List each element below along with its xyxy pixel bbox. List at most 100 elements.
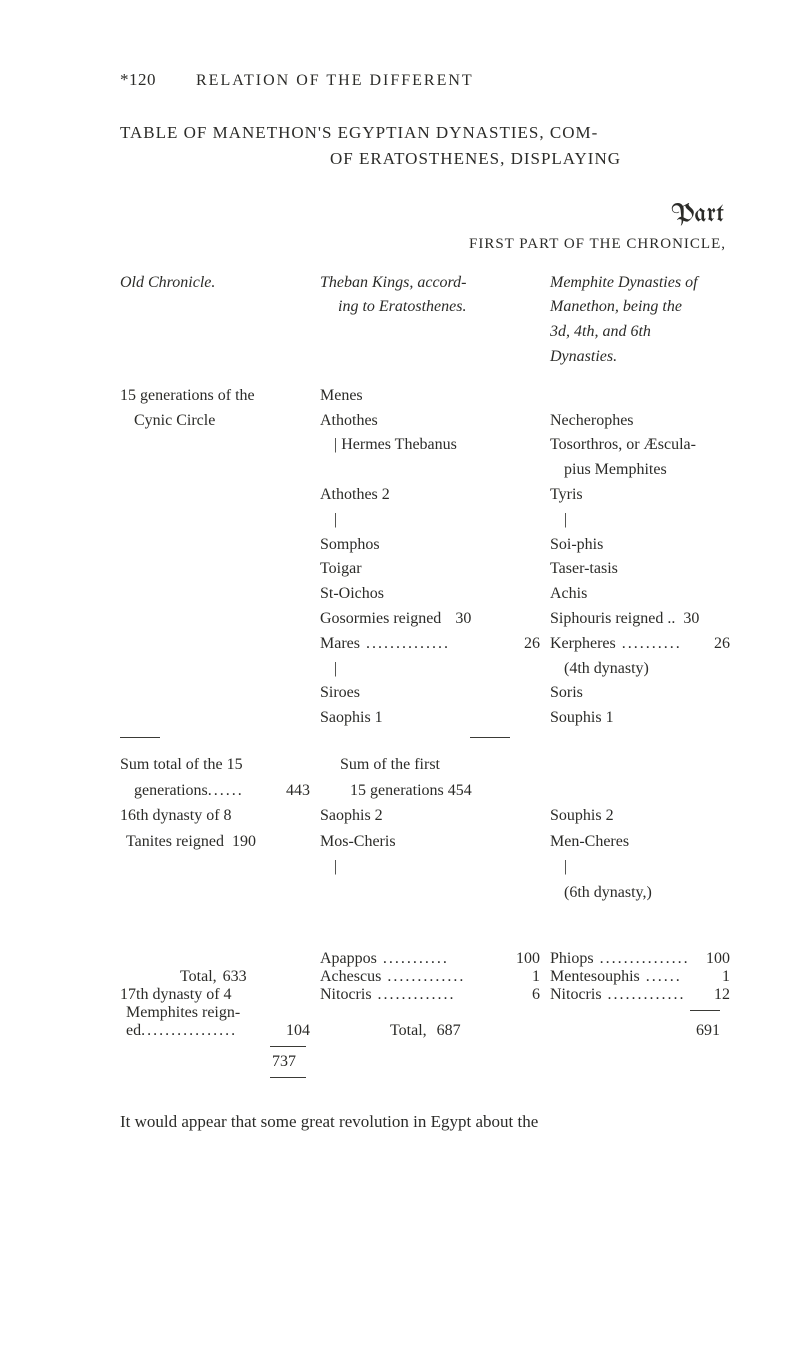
right-mentes-label: Mentesouphis bbox=[550, 968, 640, 986]
mid-menes: Menes bbox=[320, 384, 540, 409]
mid-pipe-3: | bbox=[320, 854, 540, 880]
mid-saophis-1: Saophis 1 bbox=[320, 706, 540, 731]
rule-737-top bbox=[270, 1046, 306, 1047]
mid-total-n: 687 bbox=[431, 1022, 461, 1039]
mid-gosormies-n: 30 bbox=[441, 607, 471, 632]
mid-pipe-2: | bbox=[320, 657, 540, 682]
mid-nitocris: Nitocris ............. 6 bbox=[320, 986, 540, 1004]
mid-achescus-n: 1 bbox=[528, 968, 540, 986]
left-tanites-n: 190 bbox=[224, 829, 256, 855]
right-achis: Achis bbox=[550, 582, 730, 607]
sum-block: Sum total of the 15 Sum of the first gen… bbox=[120, 752, 730, 906]
bottom-paragraph: It would appear that some great revoluti… bbox=[120, 1112, 730, 1132]
right-souphis-2: Souphis 2 bbox=[550, 803, 730, 829]
first-part-heading: FIRST PART OF THE CHRONICLE, bbox=[120, 236, 730, 253]
right-nitocris-label: Nitocris bbox=[550, 986, 602, 1004]
n737-block: 737 bbox=[120, 1046, 310, 1078]
left-ed-n: 104 bbox=[282, 1022, 310, 1040]
right-siphouris-label: Siphouris reigned .. bbox=[550, 607, 675, 632]
right-pipe-3: | bbox=[550, 854, 730, 880]
right-phiops: Phiops ............... 100 bbox=[550, 950, 730, 968]
title-line-2: OF ERATOSTHENES, DISPLAYING bbox=[120, 146, 730, 172]
right-total-n: 691 bbox=[550, 1022, 730, 1040]
left-total-label: Total, bbox=[120, 968, 217, 986]
part-heading: Part bbox=[120, 201, 730, 228]
right-phiops-n: 100 bbox=[702, 950, 730, 968]
right-kerpheres-n: 26 bbox=[710, 632, 730, 657]
right-kerpheres-label: Kerpheres bbox=[550, 632, 616, 657]
lower-block: Apappos ........... 100 Phiops .........… bbox=[120, 950, 730, 1040]
left-tanites-label: Tanites reigned bbox=[120, 829, 224, 855]
right-4th-dynasty: (4th dynasty) bbox=[550, 657, 730, 682]
mid-mares: Mares .............. 26 bbox=[320, 632, 540, 657]
column-headings: Old Chronicle. Theban Kings, accord- Mem… bbox=[120, 271, 730, 370]
left-total-n: 633 bbox=[217, 968, 247, 986]
mid-hermes: | Hermes Thebanus bbox=[320, 433, 540, 458]
left-total-633: Total, 633 bbox=[120, 968, 310, 986]
mid-apappos-n: 100 bbox=[512, 950, 540, 968]
mid-athothes-2: Athothes 2 bbox=[320, 483, 540, 508]
mid-mares-label: Mares bbox=[320, 632, 360, 657]
right-siphouris: Siphouris reigned .. 30 bbox=[550, 607, 730, 632]
right-tosorthros-1: Tosorthros, or Æscula- bbox=[550, 433, 730, 458]
rule-right-sum bbox=[690, 1010, 720, 1011]
mid-total-label: Total, bbox=[390, 1022, 427, 1039]
mid-gosormies: Gosormies reigned 30 bbox=[320, 607, 540, 632]
running-head: RELATION OF THE DIFFERENT bbox=[196, 72, 474, 90]
right-nitocris-n: 12 bbox=[710, 986, 730, 1004]
mid-sum-1: Sum of the first bbox=[320, 752, 540, 778]
mid-apappos-label: Apappos bbox=[320, 950, 377, 968]
rule-left-1 bbox=[120, 737, 160, 738]
left-16th: 16th dynasty of 8 bbox=[120, 803, 310, 829]
left-sum-2: generations ...... 443 bbox=[120, 778, 310, 804]
mid-nitocris-label: Nitocris bbox=[320, 986, 372, 1004]
mid-achescus: Achescus ............. 1 bbox=[320, 968, 540, 986]
left-ed: ed ................ 104 bbox=[120, 1022, 310, 1040]
right-mentesouphis: Mentesouphis ...... 1 bbox=[550, 968, 730, 986]
mid-athothes: Athothes bbox=[320, 409, 540, 434]
mid-saophis-2: Saophis 2 bbox=[320, 803, 540, 829]
col-head-mid-1: Theban Kings, accord- bbox=[320, 271, 540, 296]
right-6th-dynasty: (6th dynasty,) bbox=[550, 880, 730, 906]
title-block: TABLE OF MANETHON'S EGYPTIAN DYNASTIES, … bbox=[120, 120, 730, 173]
left-ed-label: ed bbox=[120, 1022, 141, 1040]
right-soris: Soris bbox=[550, 681, 730, 706]
right-necherophes: Necherophes bbox=[550, 409, 730, 434]
right-tyris: Tyris bbox=[550, 483, 730, 508]
left-gen-15a: 15 generations of the bbox=[120, 384, 310, 409]
left-sum-2-label: generations bbox=[120, 778, 208, 804]
right-kerpheres: Kerpheres .......... 26 bbox=[550, 632, 730, 657]
col-head-right-3: 3d, 4th, and 6th bbox=[550, 320, 730, 345]
mid-achescus-label: Achescus bbox=[320, 968, 381, 986]
left-tanites: Tanites reigned 190 bbox=[120, 829, 310, 855]
page: *120 RELATION OF THE DIFFERENT TABLE OF … bbox=[0, 0, 800, 1370]
page-number: *120 bbox=[120, 70, 156, 90]
col-head-right-4: Dynasties. bbox=[550, 345, 730, 370]
right-mencheres: Men-Cheres bbox=[550, 829, 730, 855]
left-17th: 17th dynasty of 4 bbox=[120, 986, 310, 1004]
mid-sum-2: 15 generations 454 bbox=[320, 778, 540, 804]
mid-toigar: Toigar bbox=[320, 557, 540, 582]
right-mentes-n: 1 bbox=[718, 968, 730, 986]
left-gen-15b: Cynic Circle bbox=[120, 409, 310, 434]
right-souphis-1: Souphis 1 bbox=[550, 706, 730, 731]
mid-stoichos: St-Oichos bbox=[320, 582, 540, 607]
table-body: 15 generations of the Menes Cynic Circle… bbox=[120, 384, 730, 731]
n737: 737 bbox=[120, 1053, 310, 1071]
rule-737-bottom bbox=[270, 1077, 306, 1078]
right-pipe-1: | bbox=[550, 508, 730, 533]
mid-mares-n: 26 bbox=[520, 632, 540, 657]
mid-pipe-1: | bbox=[320, 508, 540, 533]
mid-total: Total, 687 bbox=[320, 1022, 540, 1040]
right-siphouris-n: 30 bbox=[675, 607, 699, 632]
right-taser: Taser-tasis bbox=[550, 557, 730, 582]
col-head-mid-2: ing to Eratosthenes. bbox=[320, 295, 540, 320]
right-soiphis: Soi-phis bbox=[550, 533, 730, 558]
col-head-right-2: Manethon, being the bbox=[550, 295, 730, 320]
left-sum-1: Sum total of the 15 bbox=[120, 752, 310, 778]
mid-somphos: Somphos bbox=[320, 533, 540, 558]
mid-nitocris-n: 6 bbox=[528, 986, 540, 1004]
left-sum-2-n: 443 bbox=[282, 778, 310, 804]
title-line-1: TABLE OF MANETHON'S EGYPTIAN DYNASTIES, … bbox=[120, 120, 730, 146]
mid-gosormies-label: Gosormies reigned bbox=[320, 607, 441, 632]
